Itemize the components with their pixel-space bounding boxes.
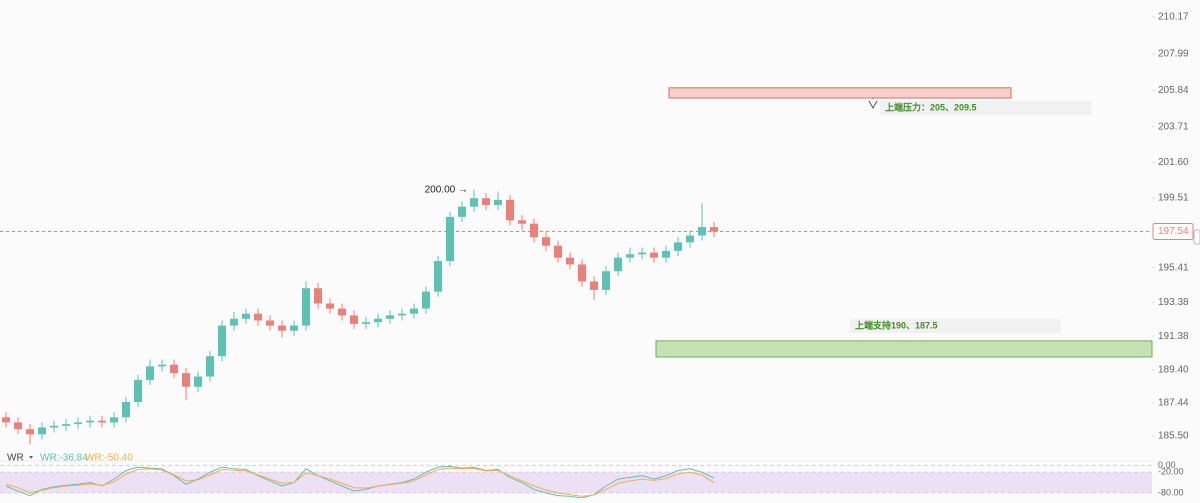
candle-body [50, 425, 58, 428]
wr-line [5, 465, 715, 499]
candle-body [590, 281, 598, 290]
candle-body [542, 237, 550, 246]
wr-band [0, 472, 1152, 493]
candle-body [698, 227, 706, 236]
candle-body [242, 313, 250, 319]
legend-entry: WR:-36.84 [40, 453, 88, 464]
last-price-label: 197.54 [1158, 226, 1189, 237]
candle-body [254, 313, 262, 321]
candle-body [458, 206, 466, 217]
zone-label-bg [880, 101, 1091, 115]
candle-body [626, 254, 634, 258]
candle-body [326, 303, 334, 309]
candle-body [710, 227, 718, 232]
candle-body [98, 420, 106, 423]
candle-body [374, 318, 382, 323]
y-tick-label: 205.84 [1158, 85, 1189, 96]
indicator-dropdown[interactable] [29, 456, 33, 459]
candle-body [146, 366, 154, 380]
candle-body [314, 288, 322, 304]
candle-body [362, 322, 370, 324]
wr-tick-label: 0.00 [1158, 460, 1176, 470]
candle-body [122, 402, 130, 418]
candle-body [38, 427, 46, 435]
candle-body [470, 198, 478, 207]
candle-body [230, 318, 238, 326]
y-tick-label: 210.17 [1158, 12, 1189, 23]
y-tick-label: 193.38 [1158, 297, 1189, 308]
candle-body [578, 264, 586, 282]
candle-body [206, 356, 214, 377]
candle-body [74, 422, 82, 425]
candle-body [182, 373, 190, 387]
high-marker-label: 200.00 → [425, 184, 468, 195]
candle-body [518, 220, 526, 224]
candle-body [686, 235, 694, 243]
candle-body [338, 308, 346, 316]
y-tick-label: 207.99 [1158, 49, 1189, 60]
candle-body [554, 245, 562, 258]
candle-body [290, 325, 298, 331]
scroll-handle[interactable] [1193, 229, 1200, 245]
candle-body [278, 325, 286, 331]
candle-body [602, 271, 610, 290]
candle-body [566, 257, 574, 265]
candle-body [14, 422, 22, 430]
y-tick-label: 185.50 [1158, 431, 1189, 442]
y-tick-label: 187.44 [1158, 398, 1189, 409]
candle-body [662, 250, 670, 258]
zone [655, 340, 1153, 358]
candle-body [398, 313, 406, 316]
last-price-box [1152, 222, 1194, 240]
wr-line [5, 467, 715, 497]
candle-body [530, 223, 538, 238]
candle-body [218, 325, 226, 357]
candle-body [482, 198, 490, 205]
y-tick-label: 199.51 [1158, 193, 1189, 204]
candle-body [494, 199, 502, 205]
candle-body [614, 257, 622, 272]
candle-body [302, 288, 310, 326]
candle-body [26, 429, 34, 435]
candle-body [158, 364, 166, 367]
candle-body [266, 320, 274, 326]
candle-body [2, 417, 10, 423]
candle-body [674, 242, 682, 251]
y-tick-label: 191.38 [1158, 331, 1189, 342]
candle-body [422, 291, 430, 309]
candle-body [110, 417, 118, 423]
zone [668, 87, 1012, 99]
candle-body [350, 315, 358, 324]
y-tick-label: 195.41 [1158, 262, 1189, 273]
zone-label: 上端压力：205、209.5 [885, 101, 977, 112]
y-tick-label: 201.60 [1158, 157, 1189, 168]
candle-body [650, 252, 658, 258]
candle-body [638, 252, 646, 255]
candle-body [134, 379, 142, 403]
zone-label-bg [850, 319, 1061, 333]
indicator-name: WR [7, 453, 24, 464]
candle-body [434, 261, 442, 292]
wr-tick-label: -20.00 [1158, 467, 1184, 477]
candle-body [506, 199, 514, 221]
zone-label: 上端支持190、187.5 [855, 319, 938, 330]
y-tick-label: 203.71 [1158, 121, 1189, 132]
candle-body [446, 216, 454, 262]
candle-body [86, 420, 94, 423]
candle-body [194, 376, 202, 387]
y-tick-label: 189.40 [1158, 364, 1189, 375]
legend-entry: WR:-50.40 [85, 453, 133, 464]
wr-tick-label: -80.00 [1158, 487, 1184, 497]
candle-body [62, 424, 70, 426]
candle-body [170, 364, 178, 374]
candle-body [410, 308, 418, 314]
candle-body [386, 315, 394, 319]
